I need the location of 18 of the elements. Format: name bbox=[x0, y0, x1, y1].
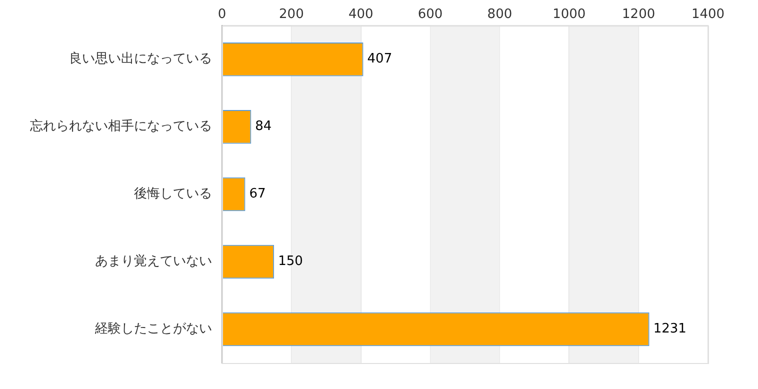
y-tick-label: 後悔している bbox=[134, 186, 212, 202]
x-tick-label: 1200 bbox=[622, 7, 656, 22]
data-label: 407 bbox=[367, 52, 392, 67]
x-tick-label: 800 bbox=[487, 7, 512, 22]
y-tick-label: 経験したことがない bbox=[94, 322, 212, 337]
y-tick-label: 忘れられない相手になっている bbox=[30, 118, 212, 134]
data-label: 84 bbox=[255, 119, 272, 134]
y-tick-label: 良い思い出になっている bbox=[69, 52, 212, 67]
x-tick-label: 0 bbox=[218, 7, 226, 22]
x-tick-label: 400 bbox=[348, 7, 374, 22]
x-tick-label: 200 bbox=[279, 7, 304, 22]
data-label: 150 bbox=[278, 254, 303, 270]
y-tick-label: あまり覚えていない bbox=[95, 254, 212, 270]
x-tick-label: 1000 bbox=[552, 7, 586, 22]
x-tick-label: 1400 bbox=[691, 7, 725, 22]
data-label: 67 bbox=[249, 186, 266, 202]
x-tick-label: 600 bbox=[418, 7, 443, 22]
data-label: 1231 bbox=[653, 322, 686, 337]
